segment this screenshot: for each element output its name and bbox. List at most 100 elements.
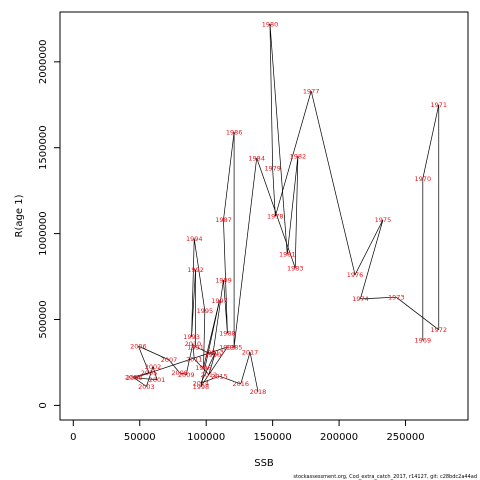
point-label: 1994 bbox=[186, 235, 203, 243]
series-line bbox=[132, 23, 440, 392]
series-segment bbox=[146, 366, 154, 387]
x-axis-title: SSB bbox=[254, 458, 274, 469]
point-label: 2006 bbox=[130, 342, 147, 350]
point-label: 1989 bbox=[215, 276, 232, 284]
series-segment bbox=[134, 346, 228, 379]
point-label: 1992 bbox=[187, 266, 204, 274]
point-label: 2010 bbox=[185, 340, 202, 348]
series-segment bbox=[179, 372, 187, 375]
point-label: 2009 bbox=[178, 371, 195, 379]
point-label: 1987 bbox=[215, 216, 232, 224]
series-segment bbox=[168, 359, 180, 373]
point-label: 2008 bbox=[171, 369, 188, 377]
point-label: 1991 bbox=[187, 343, 204, 351]
point-label: 2012 bbox=[201, 371, 218, 379]
point-label: 2003 bbox=[138, 383, 155, 391]
series-segment bbox=[269, 23, 288, 255]
series-segment bbox=[134, 377, 158, 380]
series-segment bbox=[256, 157, 296, 269]
point-label: 1990 bbox=[205, 351, 222, 359]
plot-frame bbox=[59, 11, 469, 421]
series-segment bbox=[422, 104, 440, 179]
series-segment bbox=[185, 343, 194, 375]
point-label: 2014 bbox=[193, 379, 210, 387]
point-label: 1978 bbox=[267, 213, 284, 221]
point-label: 1981 bbox=[279, 251, 296, 259]
series-segment bbox=[396, 296, 439, 331]
point-label: 1972 bbox=[430, 326, 447, 334]
y-tick-label: 0 bbox=[38, 402, 49, 408]
series-segment bbox=[152, 366, 158, 380]
series-segment bbox=[191, 269, 196, 337]
y-tick-label: 1500000 bbox=[38, 125, 49, 170]
point-label: 1983 bbox=[287, 264, 304, 272]
x-tick-label: 0 bbox=[70, 432, 76, 443]
point-label: 1973 bbox=[388, 293, 405, 301]
point-label: 1971 bbox=[430, 101, 447, 109]
point-label: 1998 bbox=[193, 383, 210, 391]
series-segment bbox=[286, 156, 299, 255]
x-tick-label: 150000 bbox=[254, 432, 292, 443]
point-label: 1996 bbox=[195, 364, 212, 372]
point-label: 1995 bbox=[197, 307, 214, 315]
series-segment bbox=[138, 346, 150, 373]
point-label: 2005 bbox=[141, 369, 158, 377]
point-label: 1969 bbox=[415, 336, 432, 344]
point-label: 1982 bbox=[290, 153, 307, 161]
point-label: 1980 bbox=[262, 20, 279, 28]
series-segment bbox=[223, 132, 235, 220]
series-segment bbox=[200, 300, 220, 387]
point-label: 2013 bbox=[207, 348, 224, 356]
series-segment bbox=[269, 24, 273, 169]
y-tick-label: 500000 bbox=[38, 300, 49, 338]
point-label: 1985 bbox=[226, 343, 243, 351]
point-label: 1975 bbox=[375, 216, 392, 224]
point-label: 2004 bbox=[125, 373, 142, 381]
x-tick-label: 100000 bbox=[187, 432, 225, 443]
footnote: stockassessment.org, Cod_extra_catch_201… bbox=[293, 474, 477, 480]
series-segment bbox=[310, 90, 356, 275]
point-label: 1984 bbox=[248, 154, 265, 162]
series-segment bbox=[360, 296, 397, 300]
series-segment bbox=[274, 90, 312, 217]
point-label: 1999 bbox=[219, 343, 236, 351]
series-segment bbox=[203, 310, 206, 368]
series-segment bbox=[133, 372, 150, 378]
series-segment bbox=[192, 343, 195, 360]
point-label: 1977 bbox=[303, 87, 320, 95]
point-label: 1979 bbox=[264, 165, 281, 173]
series-segment bbox=[193, 238, 206, 311]
series-segment bbox=[240, 352, 251, 385]
x-tick-label: 250000 bbox=[386, 432, 424, 443]
point-label: 2017 bbox=[242, 348, 259, 356]
y-tick-label: 1000000 bbox=[38, 211, 49, 256]
y-axis: 0 500000 1000000 1500000 2000000 bbox=[38, 40, 61, 409]
point-label: 2016 bbox=[232, 380, 249, 388]
y-axis-title: R(age 1) bbox=[14, 194, 25, 237]
point-label: 1993 bbox=[183, 333, 200, 341]
point-label: 1974 bbox=[352, 295, 369, 303]
point-labels: 1969 1970 1971 1972 1973 1974 1975 1976 1977 1978… bbox=[125, 20, 447, 396]
series-segment bbox=[219, 375, 241, 385]
point-label: 1970 bbox=[415, 175, 432, 183]
point-label: 2015 bbox=[211, 372, 228, 380]
series-segment bbox=[223, 219, 228, 334]
series-segment bbox=[200, 351, 216, 384]
y-tick-label: 2000000 bbox=[38, 40, 49, 85]
series-segment bbox=[212, 279, 224, 355]
series-segment bbox=[132, 376, 147, 387]
series-segment bbox=[360, 219, 384, 299]
series-segment bbox=[200, 346, 228, 387]
x-tick-label: 50000 bbox=[124, 432, 156, 443]
point-label: 1986 bbox=[226, 129, 243, 137]
x-tick-label: 200000 bbox=[320, 432, 358, 443]
point-label: 2018 bbox=[250, 388, 267, 396]
series-segment bbox=[223, 279, 228, 334]
series-segment bbox=[249, 352, 259, 392]
point-label: 1976 bbox=[347, 271, 364, 279]
point-label: 2001 bbox=[149, 376, 166, 384]
series-segment bbox=[138, 345, 170, 361]
point-label: 2011 bbox=[186, 355, 203, 363]
series-segment bbox=[354, 219, 384, 275]
